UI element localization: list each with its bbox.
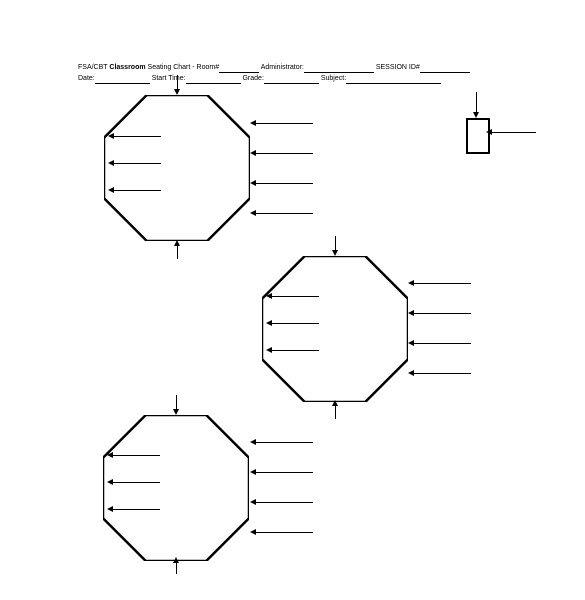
header-row-1: FSA/CBT Classroom Seating Chart - Room# … (78, 62, 470, 73)
seat-arrow-left-1 (250, 120, 314, 126)
field-subject[interactable] (346, 75, 441, 84)
seat-arrow-vert-1 (174, 75, 180, 95)
seat-arrow-left-8 (408, 340, 472, 346)
table-octagon-3 (103, 415, 249, 561)
field-date[interactable] (95, 75, 150, 84)
door-rect (466, 118, 490, 154)
label-admin: Administrator: (261, 64, 304, 71)
table-octagon-1 (104, 95, 250, 241)
seat-arrow-left-9 (408, 370, 472, 376)
field-admin[interactable] (304, 64, 374, 73)
seat-inner-arrow-1 (108, 133, 162, 139)
seat-arrow-vert-6 (173, 557, 179, 575)
seat-arrow-left-11 (250, 469, 314, 475)
seat-inner-arrow-9 (107, 506, 161, 512)
label-after: Seating Chart - Room# (146, 64, 220, 71)
table-octagon-2 (262, 256, 408, 402)
field-grade[interactable] (264, 75, 319, 84)
seat-inner-arrow-7 (107, 452, 161, 458)
seat-inner-arrow-2 (108, 160, 162, 166)
seat-arrow-left-13 (250, 529, 314, 535)
seat-inner-arrow-6 (266, 347, 320, 353)
seat-inner-arrow-3 (108, 187, 162, 193)
seat-arrow-vert-2 (174, 240, 180, 260)
header-row-2: Date: Start Time: Grade: Subject: (78, 73, 470, 84)
seat-arrow-vert-4 (332, 400, 338, 420)
seat-arrow-vert-7 (473, 92, 479, 118)
field-room[interactable] (219, 64, 259, 73)
seat-arrow-left-3 (250, 180, 314, 186)
form-header: FSA/CBT Classroom Seating Chart - Room# … (78, 62, 470, 84)
label-classroom: Classroom (109, 64, 145, 71)
seating-chart-page: FSA/CBT Classroom Seating Chart - Room# … (0, 0, 585, 600)
seat-arrow-vert-5 (173, 395, 179, 415)
field-start[interactable] (186, 75, 241, 84)
field-session[interactable] (420, 64, 470, 73)
seat-arrow-vert-3 (332, 236, 338, 256)
label-grade: Grade: (242, 75, 263, 82)
seat-arrow-left-12 (250, 499, 314, 505)
label-date: Date: (78, 75, 95, 82)
seat-arrow-left-5 (486, 129, 537, 135)
seat-inner-arrow-4 (266, 293, 320, 299)
label-session: SESSION ID# (376, 64, 420, 71)
seat-inner-arrow-8 (107, 479, 161, 485)
seat-arrow-left-10 (250, 439, 314, 445)
seat-inner-arrow-5 (266, 320, 320, 326)
label-prefix: FSA/CBT (78, 64, 109, 71)
seat-arrow-left-4 (250, 210, 314, 216)
seat-arrow-left-6 (408, 280, 472, 286)
label-start: Start Time: (152, 75, 186, 82)
label-subject: Subject: (321, 75, 346, 82)
seat-arrow-left-7 (408, 310, 472, 316)
seat-arrow-left-2 (250, 150, 314, 156)
